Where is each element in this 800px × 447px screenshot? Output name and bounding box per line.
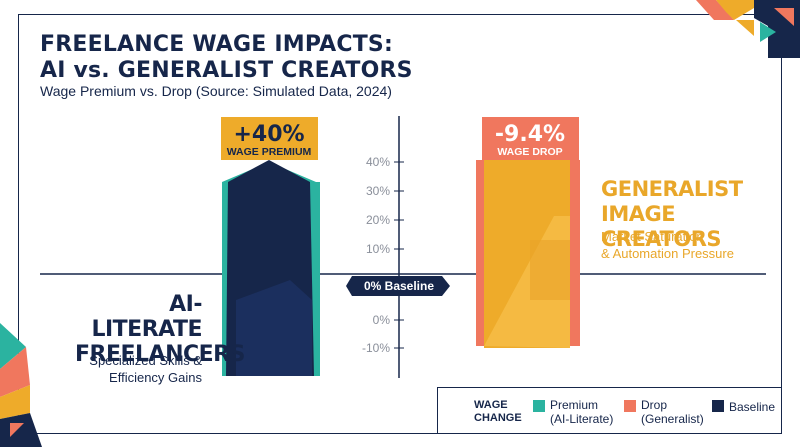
bottom-left-decoration — [0, 323, 42, 447]
right-group-title: GENERALIST IMAGE CREATORS — [601, 177, 800, 252]
left-group-title-line-1: AI-LITERATE — [91, 292, 202, 342]
baseline-badge — [346, 276, 450, 296]
right-group-subtitle: Market Saturation & Automation Pressure — [601, 228, 734, 262]
drop-label-box — [482, 117, 579, 160]
chart-title: FREELANCE WAGE IMPACTS: AI vs. GENERALIS… — [40, 32, 413, 84]
title-line-2: AI vs. GENERALIST CREATORS — [40, 58, 413, 83]
legend-baseline: Baseline — [729, 400, 776, 414]
chart-subtitle: Wage Premium vs. Drop (Source: Simulated… — [40, 83, 392, 99]
legend-title-line-2: CHANGE — [474, 412, 522, 424]
premium-label-caption: WAGE PREMIUM — [227, 146, 312, 158]
y-tick-label: 10% — [366, 242, 390, 256]
legend-baseline-swatch — [712, 400, 724, 412]
right-group-sub-line-2: & Automation Pressure — [601, 246, 734, 261]
legend-title: WAGE CHANGE — [474, 399, 522, 425]
legend-title-line-1: WAGE — [474, 399, 508, 411]
drop-label-value: -9.4% — [495, 122, 565, 147]
legend-premium-line-1: Premium — [550, 398, 599, 412]
y-tick-label: 30% — [366, 184, 390, 198]
top-right-decoration — [696, 0, 800, 58]
left-group-title-line-2: FREELANCERS — [75, 342, 245, 367]
left-group-subtitle: Specialized Skills & Efficiency Gains — [60, 352, 202, 386]
legend-premium-swatch — [533, 400, 545, 412]
legend — [437, 387, 782, 434]
left-group-sub-line-1: Specialized Skills & — [89, 353, 202, 368]
y-tick-label: 20% — [366, 213, 390, 227]
drop-bar-triangle — [530, 240, 570, 300]
legend-drop-swatch — [624, 400, 636, 412]
drop-bar — [476, 160, 580, 348]
legend-drop: Drop (Generalist) — [641, 398, 704, 426]
legend-premium: Premium (AI-Literate) — [550, 398, 613, 426]
premium-bar-shade — [236, 280, 312, 376]
y-tick-label: 40% — [366, 155, 390, 169]
lower-tick-group: 0% -10% — [362, 313, 404, 355]
upper-tick-group: 40% 30% 20% 10% — [366, 155, 404, 256]
drop-label-caption: WAGE DROP — [497, 146, 562, 158]
left-group-sub-line-2: Efficiency Gains — [109, 370, 202, 385]
right-group-sub-line-1: Market Saturation — [601, 229, 704, 244]
right-group-title-line-1: GENERALIST — [601, 177, 743, 201]
legend-premium-line-2: (AI-Literate) — [550, 412, 614, 426]
premium-bar — [222, 160, 320, 376]
y-tick-label: -10% — [362, 341, 390, 355]
right-group-title-line-2: IMAGE CREATORS — [601, 202, 722, 251]
left-group-title: AI-LITERATE FREELANCERS — [75, 292, 245, 367]
premium-label-box — [221, 117, 318, 160]
y-tick-label: 0% — [373, 313, 391, 327]
legend-drop-line-2: (Generalist) — [641, 412, 704, 426]
title-line-1: FREELANCE WAGE IMPACTS: — [40, 32, 393, 57]
premium-label-value: +40% — [233, 122, 304, 147]
baseline-badge-label: 0% Baseline — [364, 279, 434, 293]
chart-frame — [18, 14, 782, 434]
legend-drop-line-1: Drop — [641, 398, 668, 412]
